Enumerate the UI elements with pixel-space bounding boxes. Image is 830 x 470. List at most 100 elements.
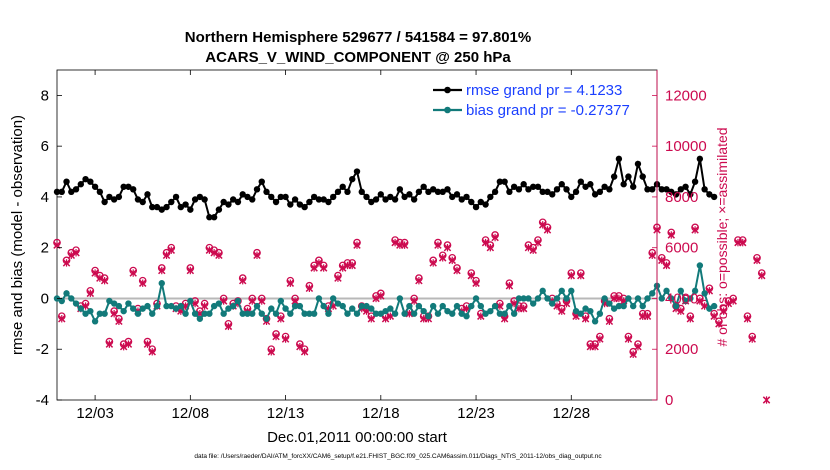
rmse-point [196,193,204,201]
rmse-point [577,178,585,185]
obs-assimilated-point [381,315,390,323]
rmse-point [587,181,594,188]
obs-assimilated-point [558,307,566,315]
obs-assimilated-point [624,335,633,343]
obs-assimilated-point [715,320,723,328]
bias-point [320,302,327,310]
bias-point [439,302,446,310]
rmse-point [310,193,318,201]
bias-point [258,310,265,317]
rmse-point [153,203,161,211]
rmse-point [120,183,127,190]
rmse-point [315,196,323,203]
bias-point [663,287,670,295]
rmse-point [144,191,151,198]
rmse-point [344,188,351,196]
rmse-point [596,188,604,196]
rmse-point [534,183,542,190]
bias-point [601,295,608,302]
obs-assimilated-point [729,297,737,305]
y-right-tick-label: 2000 [665,341,698,358]
bias-point [510,310,518,317]
obs-assimilated-point [719,307,728,315]
obs-assimilated-point [724,299,733,308]
bias-point [501,310,508,317]
obs-assimilated-point [158,266,166,275]
bias-point [87,307,94,315]
rmse-point [158,206,165,213]
bias-point [406,302,413,310]
bias-point [187,297,194,305]
y-axis-left: -4 -2 0 2 4 6 8 [36,87,62,409]
bias-point [596,310,604,317]
bias-point [72,300,80,307]
bias-point [306,310,313,317]
y-right-tick-label: 0 [665,392,673,409]
plot-area [56,69,658,401]
obs-assimilated-point [534,238,542,247]
rmse-point [149,203,156,211]
bias-point [106,297,113,305]
obs-assimilated-point [391,238,399,247]
rmse-point [544,188,551,196]
bias-point [658,295,665,302]
bias-point [291,302,299,310]
obs-assimilated-point [467,271,476,280]
bias-point [491,302,499,310]
rmse-point [434,188,442,196]
bias-point [77,305,85,312]
rmse-point [506,188,513,196]
bias-point [391,310,399,317]
rmse-point [558,181,565,188]
bias-point [691,287,699,295]
rmse-point [301,203,308,211]
rmse-point [53,188,61,196]
bias-point [453,302,461,310]
bias-point [444,307,451,315]
rmse-point [406,191,413,198]
rmse-point [296,201,304,208]
rmse-point [625,173,632,180]
bias-point [68,295,75,302]
rmse-point [58,188,65,196]
obs-assimilated-point [743,315,752,323]
bias-point [529,300,537,307]
bias-point [220,310,227,317]
obs-assimilated-point [148,348,156,356]
bias-point [396,295,404,302]
obs-assimilated-point [377,292,385,300]
bias-point [410,310,418,317]
obs-assimilated-point [648,251,656,260]
obs-assimilated-point [762,396,771,404]
obs-assimilated-point [224,322,233,331]
obs-assimilated-point [415,276,423,285]
obs-assimilated-point [453,266,461,275]
bias-point [125,300,132,307]
bias-point [587,307,594,315]
rmse-point [377,191,385,198]
rmse-point [263,188,270,196]
obs-assimilated-point [629,350,637,359]
obs-assimilated-point [591,342,599,351]
bias-point [553,295,561,302]
x-tick-label: 12/03 [76,405,114,422]
rmse-point [172,193,180,201]
obs-assimilated-point [443,243,452,252]
rmse-point [87,178,94,185]
bias-point [177,302,185,310]
obs-assimilated-point [286,279,295,287]
bias-point [415,302,423,310]
x-tick-label: 12/28 [553,405,591,422]
rmse-point [482,201,489,208]
x-tick-label: 12/18 [362,405,400,422]
obs-assimilated-point [119,342,128,351]
obs-assimilated-point [491,233,499,242]
bias-point [358,302,365,310]
obs-assimilated-point [753,256,761,265]
bias-point [344,310,351,317]
bias-point [577,310,585,317]
bias-point [468,302,475,310]
bias-point [172,305,180,312]
rmse-point [177,203,185,211]
